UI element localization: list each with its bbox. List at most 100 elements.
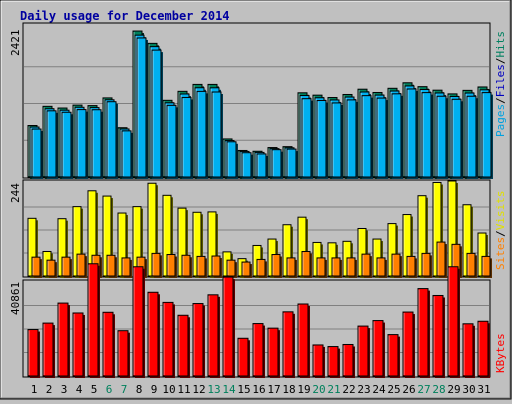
kbytes-bar-kbytes-7 bbox=[117, 330, 130, 378]
day-label-21: 21 bbox=[327, 383, 340, 396]
kbytes-bar-kbytes-22 bbox=[342, 343, 355, 378]
kbytes-bar-kbytes-30 bbox=[462, 323, 475, 378]
kbytes-bar-kbytes-29-face bbox=[447, 266, 459, 377]
kbytes-bar-kbytes-13-face bbox=[207, 294, 219, 377]
hits-files-pages-bar-pages-15-face bbox=[241, 152, 252, 178]
hits-files-pages-bar-pages-25 bbox=[391, 93, 403, 179]
visits-sites-legend-part-1: / bbox=[494, 230, 507, 237]
visits-sites-bar-sites-11 bbox=[181, 254, 192, 278]
kbytes-bar-kbytes-17-face bbox=[267, 327, 279, 377]
hits-files-pages-bar-pages-31 bbox=[481, 92, 493, 179]
visits-sites-bar-sites-17-face bbox=[271, 254, 281, 277]
day-label-6: 6 bbox=[106, 383, 113, 396]
kbytes-bar-kbytes-1 bbox=[27, 329, 40, 378]
visits-sites-bar-sites-3 bbox=[61, 256, 72, 278]
panel-kbytes-max-label: 40861 bbox=[9, 282, 22, 315]
day-label-25: 25 bbox=[387, 383, 400, 396]
hits-files-pages-bar-pages-23-face bbox=[361, 95, 372, 178]
kbytes-bar-kbytes-3 bbox=[57, 302, 70, 378]
day-label-30: 30 bbox=[462, 383, 475, 396]
kbytes-bar-kbytes-18-face bbox=[282, 311, 294, 377]
hits-files-pages-bar-pages-9 bbox=[151, 49, 163, 179]
day-label-31: 31 bbox=[477, 383, 490, 396]
hits-files-pages-bar-pages-5 bbox=[91, 109, 103, 179]
kbytes-bar-kbytes-10-face bbox=[162, 301, 174, 377]
day-label-8: 8 bbox=[136, 383, 143, 396]
hits-files-pages-bar-pages-27 bbox=[421, 92, 433, 179]
hits-files-pages-legend-part-3: / bbox=[494, 58, 507, 65]
kbytes-bar-kbytes-19 bbox=[297, 303, 310, 378]
kbytes-bar-kbytes-31-face bbox=[477, 320, 489, 377]
hits-files-pages-bar-pages-30-face bbox=[466, 95, 477, 178]
hits-files-pages-bar-pages-11 bbox=[181, 96, 193, 179]
day-label-13: 13 bbox=[207, 383, 220, 396]
hits-files-pages-bar-pages-31-face bbox=[481, 92, 492, 178]
visits-sites-bar-sites-4-face bbox=[76, 253, 86, 277]
day-label-14: 14 bbox=[222, 383, 236, 396]
hits-files-pages-bar-pages-24 bbox=[376, 97, 388, 179]
visits-sites-bar-sites-22-face bbox=[346, 257, 356, 277]
visits-sites-bar-sites-6 bbox=[106, 254, 117, 278]
hits-files-pages-bar-pages-11-face bbox=[181, 96, 192, 178]
kbytes-bar-kbytes-8-face bbox=[132, 266, 144, 377]
visits-sites-bar-sites-27-face bbox=[421, 252, 431, 277]
visits-sites-bar-sites-12 bbox=[196, 255, 207, 278]
day-label-2: 2 bbox=[46, 383, 53, 396]
visits-sites-bar-sites-15 bbox=[241, 261, 252, 278]
hits-files-pages-bar-pages-16 bbox=[256, 153, 268, 179]
hits-files-pages-bar-pages-26 bbox=[406, 88, 418, 179]
day-label-4: 4 bbox=[76, 383, 83, 396]
kbytes-bar-kbytes-4-face bbox=[72, 312, 84, 377]
panel-visits-sites bbox=[22, 179, 492, 278]
kbytes-bar-kbytes-24 bbox=[372, 320, 385, 378]
hits-files-pages-bar-pages-4-face bbox=[76, 109, 87, 178]
day-label-10: 10 bbox=[162, 383, 175, 396]
hits-files-pages-bar-pages-10-face bbox=[166, 104, 177, 178]
day-label-19: 19 bbox=[297, 383, 310, 396]
kbytes-legend-part-0: KBytes bbox=[494, 333, 507, 373]
hits-files-pages-bar-pages-20 bbox=[316, 99, 328, 179]
hits-files-pages-bar-pages-20-face bbox=[316, 99, 327, 178]
visits-sites-bar-sites-16 bbox=[256, 258, 267, 278]
visits-sites-bar-sites-26-face bbox=[406, 255, 416, 277]
kbytes-bar-kbytes-9 bbox=[147, 291, 160, 378]
visits-sites-bar-sites-9 bbox=[151, 252, 162, 278]
visits-sites-bar-sites-28-face bbox=[436, 241, 446, 277]
hits-files-pages-bar-pages-12-face bbox=[196, 90, 207, 178]
visits-sites-bar-sites-2-face bbox=[46, 259, 56, 277]
visits-sites-bar-sites-4 bbox=[76, 253, 87, 278]
visits-sites-bar-sites-23-face bbox=[361, 253, 371, 277]
day-label-9: 9 bbox=[151, 383, 158, 396]
day-label-23: 23 bbox=[357, 383, 370, 396]
visits-sites-legend-part-2: Visits bbox=[494, 191, 507, 231]
kbytes-bar-kbytes-30-face bbox=[462, 323, 474, 377]
hits-files-pages-bar-pages-6-face bbox=[106, 101, 117, 178]
kbytes-bar-kbytes-5-face bbox=[87, 263, 99, 377]
visits-sites-bar-sites-17 bbox=[271, 254, 282, 278]
hits-files-pages-bar-pages-9-face bbox=[151, 49, 162, 178]
kbytes-bar-kbytes-8 bbox=[132, 266, 145, 378]
visits-sites-bar-sites-3-face bbox=[61, 256, 71, 277]
hits-files-pages-bar-pages-7-face bbox=[121, 130, 132, 178]
hits-files-pages-legend-part-0: Pages bbox=[494, 104, 507, 137]
visits-sites-bar-sites-7 bbox=[121, 257, 132, 278]
kbytes-bar-kbytes-21-face bbox=[327, 346, 339, 377]
kbytes-bar-kbytes-14-face bbox=[222, 276, 234, 377]
kbytes-bar-kbytes-10 bbox=[162, 301, 175, 378]
visits-sites-bar-sites-10 bbox=[166, 254, 177, 278]
visits-sites-bar-sites-20-face bbox=[316, 257, 326, 277]
day-label-17: 17 bbox=[267, 383, 280, 396]
hits-files-pages-bar-pages-28 bbox=[436, 95, 448, 179]
hits-files-pages-bar-pages-12 bbox=[196, 90, 208, 179]
visits-sites-bar-sites-15-face bbox=[241, 261, 251, 277]
day-label-18: 18 bbox=[282, 383, 295, 396]
hits-files-pages-bar-pages-24-face bbox=[376, 97, 387, 178]
kbytes-bar-kbytes-20-face bbox=[312, 344, 324, 377]
day-label-28: 28 bbox=[432, 383, 445, 396]
visits-sites-bar-sites-20 bbox=[316, 257, 327, 278]
visits-sites-bar-sites-31-face bbox=[481, 255, 491, 277]
hits-files-pages-bar-pages-1-face bbox=[31, 128, 42, 178]
kbytes-bar-kbytes-2-face bbox=[42, 322, 54, 377]
hits-files-pages-bar-pages-3-face bbox=[61, 111, 72, 178]
